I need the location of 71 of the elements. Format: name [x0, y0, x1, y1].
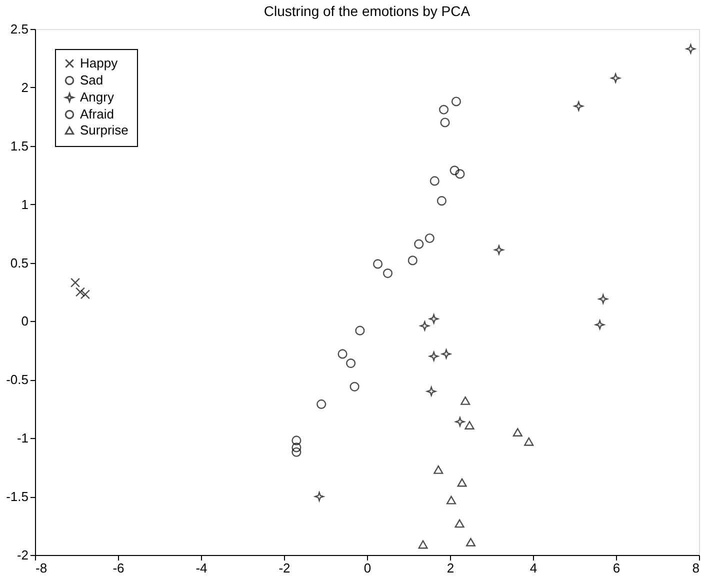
point [430, 176, 440, 186]
point [466, 538, 476, 546]
point [429, 352, 439, 362]
y-tick-label: 2.5 [10, 22, 28, 36]
point [429, 314, 439, 324]
point [494, 245, 504, 255]
point [455, 169, 465, 179]
x-tick-label: -4 [196, 560, 208, 576]
y-tick-label: -1 [16, 430, 28, 446]
point [316, 399, 326, 409]
point [292, 436, 302, 446]
point [292, 442, 302, 452]
x-tick-label: 6 [612, 560, 620, 576]
x-tick-label: 0 [364, 560, 372, 576]
point [414, 239, 424, 249]
point [314, 492, 324, 502]
point [450, 166, 460, 176]
point [382, 268, 393, 278]
point [426, 386, 436, 396]
point [418, 540, 428, 549]
point [512, 428, 522, 436]
point [574, 101, 584, 111]
x-tick-label: -8 [36, 560, 48, 576]
point [595, 320, 605, 330]
y-tick-label: 1.5 [10, 138, 28, 154]
point [373, 259, 383, 269]
point [292, 447, 302, 457]
point [420, 321, 430, 331]
y-tick-label: -0.5 [6, 372, 28, 388]
point [441, 349, 452, 359]
point [457, 478, 467, 487]
point [524, 437, 534, 446]
point [434, 465, 444, 474]
x-tick-label: 4 [530, 560, 538, 576]
point [408, 256, 418, 266]
point [686, 44, 696, 54]
point [438, 104, 449, 114]
legend-label: Afraid [80, 106, 114, 122]
legend-label: Angry [80, 90, 114, 104]
point [70, 278, 80, 288]
x-tick-label: 2 [446, 560, 454, 576]
y-tick-label: -2 [16, 548, 28, 562]
point [75, 287, 86, 297]
point [610, 73, 620, 83]
point [598, 294, 608, 304]
y-tick-label: 0.5 [10, 255, 28, 270]
legend-label: Surprise [80, 122, 128, 138]
point [460, 396, 470, 405]
x-tick-label: -6 [112, 560, 124, 576]
legend-label: Sad [80, 72, 104, 88]
point [451, 96, 462, 106]
point [446, 496, 456, 504]
point [424, 233, 434, 244]
y-tick-label: -1.5 [6, 489, 28, 504]
y-tick-label: 0 [21, 314, 28, 329]
point [80, 290, 90, 300]
point [355, 326, 365, 336]
legend-label: Happy [80, 56, 118, 70]
point [350, 382, 360, 392]
point [454, 519, 464, 528]
chart-title: Clustring of the emotions by PCA [264, 3, 471, 19]
y-tick-label: 1 [21, 196, 28, 212]
x-tick-label: -2 [278, 560, 290, 576]
point [455, 416, 465, 427]
point [346, 358, 356, 368]
point [440, 118, 450, 128]
point [464, 421, 474, 430]
point [436, 196, 446, 206]
x-tick-label: 8 [692, 560, 700, 576]
y-tick-label: 2 [21, 80, 28, 95]
point [338, 349, 348, 359]
